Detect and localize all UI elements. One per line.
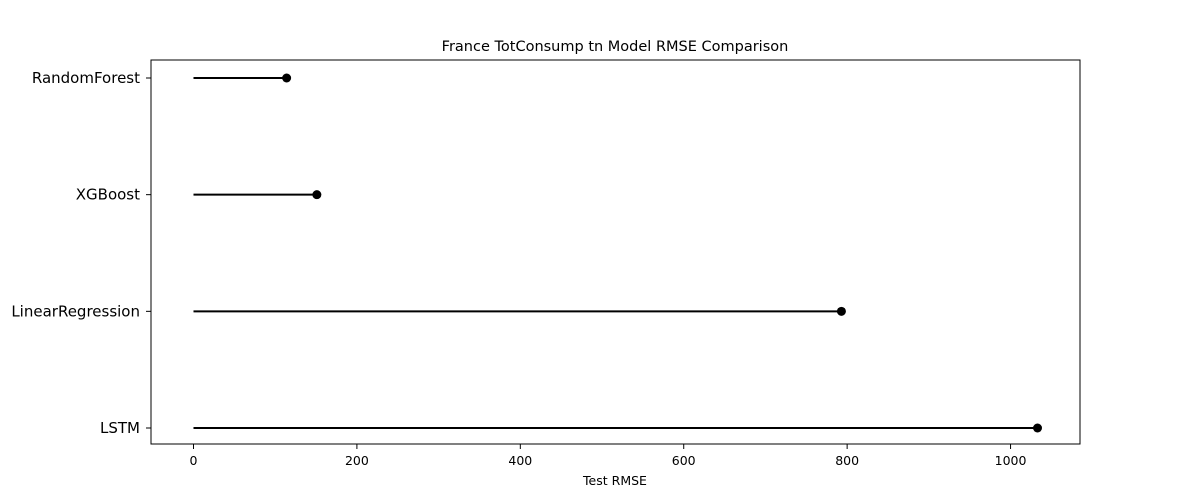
y-tick-label: XGBoost [76, 186, 140, 204]
y-tick-label: LinearRegression [11, 302, 140, 320]
marker-lstm [1033, 423, 1043, 433]
y-tick-label: RandomForest [32, 69, 140, 87]
x-tick-label: 600 [672, 453, 696, 468]
chart-marks [193, 73, 1043, 433]
x-tick-label: 800 [835, 453, 859, 468]
x-tick-label: 200 [345, 453, 369, 468]
y-axis-ticks: RandomForest XGBoost LinearRegression LSTM [11, 69, 151, 437]
marker-randomforest [282, 73, 292, 83]
x-tick-label: 1000 [995, 453, 1027, 468]
x-tick-label: 0 [190, 453, 198, 468]
chart-title: France TotConsump tn Model RMSE Comparis… [442, 39, 789, 55]
x-axis-ticks: 0 200 400 600 800 1000 [190, 444, 1027, 468]
marker-xgboost [312, 190, 322, 200]
x-axis-label: Test RMSE [582, 473, 647, 488]
axes-frame [150, 59, 1081, 445]
x-tick-label: 400 [508, 453, 532, 468]
y-tick-label: LSTM [100, 419, 140, 437]
marker-linearregression [836, 306, 846, 316]
